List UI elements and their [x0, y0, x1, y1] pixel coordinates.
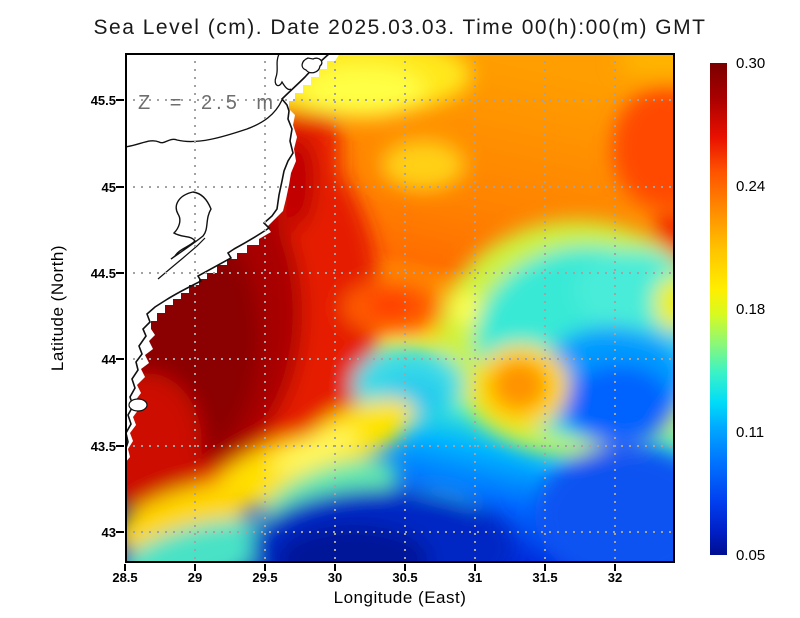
- x-tick-mark: [474, 564, 476, 571]
- colorbar-tick-label: 0.24: [736, 178, 766, 195]
- y-tick-label: 44.5: [90, 266, 116, 281]
- x-axis-label: Longitude (East): [333, 588, 467, 607]
- coastal-lake-contour: [128, 398, 148, 412]
- coastal-spit-line: [157, 237, 206, 280]
- colorbar-tick-label: 0.11: [736, 424, 765, 441]
- y-axis-label: Latitude (North): [48, 244, 67, 372]
- y-tick-mark: [116, 272, 124, 274]
- y-tick-label: 44: [101, 352, 116, 367]
- delta-branch-contour: [274, 53, 292, 91]
- delta-island-contour: [301, 57, 323, 74]
- x-tick-label: 29.5: [252, 570, 278, 585]
- x-tick-label: 30.5: [392, 570, 418, 585]
- depth-annotation: Z = 2.5 m: [138, 92, 278, 114]
- y-tick-label: 45: [101, 180, 116, 195]
- x-tick-mark: [124, 564, 126, 571]
- lagoon-contour: [170, 191, 212, 260]
- y-tick-label: 43.5: [90, 439, 116, 454]
- colorbar-tick-label: 0.18: [736, 301, 766, 318]
- coastline: [125, 53, 331, 452]
- x-tick-mark: [544, 564, 546, 571]
- x-tick-label: 32: [607, 570, 623, 585]
- plot-frame: [125, 53, 675, 563]
- x-tick-label: 31.5: [532, 570, 558, 585]
- y-tick-label: 43: [101, 525, 116, 540]
- x-tick-mark: [614, 564, 616, 571]
- x-tick-label: 31: [467, 570, 483, 585]
- x-tick-label: 28.5: [112, 570, 138, 585]
- y-tick-mark: [116, 445, 124, 447]
- colorbar-gradient: [710, 63, 727, 555]
- colorbar-tick-label: 0.30: [736, 55, 766, 72]
- land-mass: [125, 53, 340, 463]
- y-tick-mark: [116, 99, 124, 101]
- river-line: [125, 99, 283, 148]
- x-tick-mark: [404, 564, 406, 571]
- x-tick-mark: [264, 564, 266, 571]
- colorbar-tick-label: 0.05: [736, 547, 766, 564]
- y-tick-mark: [116, 186, 124, 188]
- x-tick-mark: [194, 564, 196, 571]
- gridlines: [125, 53, 675, 563]
- x-tick-label: 30: [327, 570, 343, 585]
- y-tick-label: 45.5: [90, 93, 116, 108]
- x-tick-label: 29: [187, 570, 203, 585]
- y-tick-mark: [116, 531, 124, 533]
- page-title: Sea Level (cm). Date 2025.03.03. Time 00…: [93, 16, 707, 39]
- sea-level-heatmap-canvas: [125, 53, 675, 563]
- y-tick-mark: [116, 358, 124, 360]
- x-tick-mark: [334, 564, 336, 571]
